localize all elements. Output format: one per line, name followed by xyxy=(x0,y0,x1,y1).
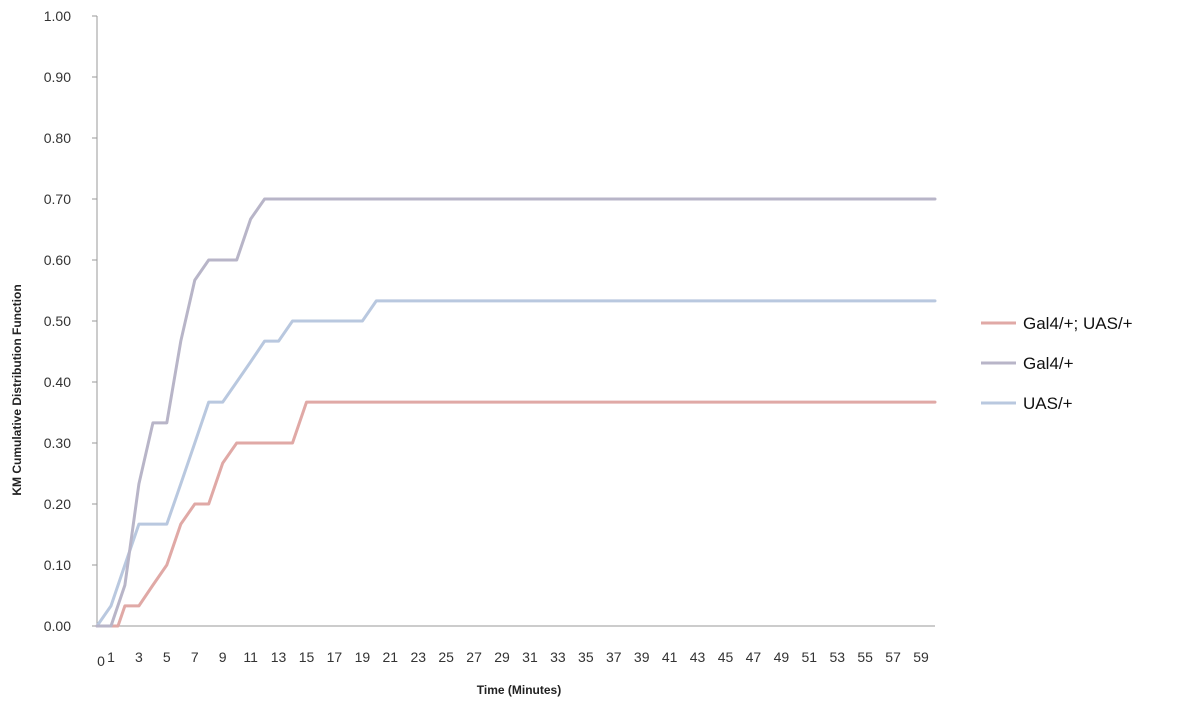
x-tick-label: 49 xyxy=(774,649,790,665)
x-tick-label: 41 xyxy=(662,649,678,665)
legend-label: UAS/+ xyxy=(1023,394,1073,413)
x-tick-label: 25 xyxy=(438,649,454,665)
y-tick-label: 0.20 xyxy=(44,496,71,512)
series-line xyxy=(95,400,937,628)
x-tick-label: 55 xyxy=(857,649,873,665)
axes xyxy=(96,16,935,627)
y-axis-title: KM Cumulative Distribution Function xyxy=(10,284,24,495)
x-tick-label: 9 xyxy=(219,649,227,665)
x-tick-label: 27 xyxy=(466,649,482,665)
x-tick-label: 7 xyxy=(191,649,199,665)
x-tick-label: 57 xyxy=(885,649,901,665)
x-tick-label: 3 xyxy=(135,649,143,665)
y-ticks: 0.00 0.10 0.20 0.30 0.40 0.50 0.60 0.70 0.80 0.90… xyxy=(44,8,97,634)
x-tick-label: 0 xyxy=(97,653,105,669)
y-tick-label: 1.00 xyxy=(44,8,71,24)
x-tick-label: 43 xyxy=(690,649,706,665)
x-tick-label: 39 xyxy=(634,649,650,665)
x-tick-label: 59 xyxy=(913,649,929,665)
x-tick-label: 21 xyxy=(383,649,399,665)
x-tick-label: 17 xyxy=(327,649,343,665)
x-tick-label: 47 xyxy=(746,649,762,665)
y-tick-label: 0.70 xyxy=(44,191,71,207)
legend-label: Gal4/+ xyxy=(1023,354,1074,373)
x-tick-label: 19 xyxy=(355,649,371,665)
y-tick-label: 0.10 xyxy=(44,557,71,573)
x-tick-label: 37 xyxy=(606,649,622,665)
x-tick-label: 33 xyxy=(550,649,566,665)
x-tick-label: 11 xyxy=(243,649,258,665)
x-tick-label: 45 xyxy=(718,649,734,665)
x-tick-label: 13 xyxy=(271,649,287,665)
y-tick-label: 0.90 xyxy=(44,69,71,85)
x-tick-label: 35 xyxy=(578,649,594,665)
x-axis-title: Time (Minutes) xyxy=(477,683,561,697)
x-tick-label: 1 xyxy=(107,649,115,665)
legend-label: Gal4/+; UAS/+ xyxy=(1023,314,1133,333)
x-ticks: 0 1 3 5 7 9 11 13 15 17 19 21 23 25 27 29 31 33 35 37 39 41 43… xyxy=(97,649,929,669)
x-tick-label: 23 xyxy=(410,649,426,665)
x-tick-label: 29 xyxy=(494,649,510,665)
x-tick-label: 15 xyxy=(299,649,315,665)
y-tick-label: 0.50 xyxy=(44,313,71,329)
series-line xyxy=(95,197,937,628)
y-tick-label: 0.00 xyxy=(44,618,71,634)
x-tick-label: 31 xyxy=(522,649,538,665)
series-lines xyxy=(95,197,937,628)
y-tick-label: 0.80 xyxy=(44,130,71,146)
y-tick-label: 0.30 xyxy=(44,435,71,451)
y-tick-label: 0.60 xyxy=(44,252,71,268)
x-tick-label: 51 xyxy=(802,649,818,665)
x-tick-label: 53 xyxy=(829,649,845,665)
legend: Gal4/+; UAS/+ Gal4/+ UAS/+ xyxy=(981,314,1133,413)
y-tick-label: 0.40 xyxy=(44,374,71,390)
x-tick-label: 5 xyxy=(163,649,171,665)
series-line xyxy=(95,299,937,628)
